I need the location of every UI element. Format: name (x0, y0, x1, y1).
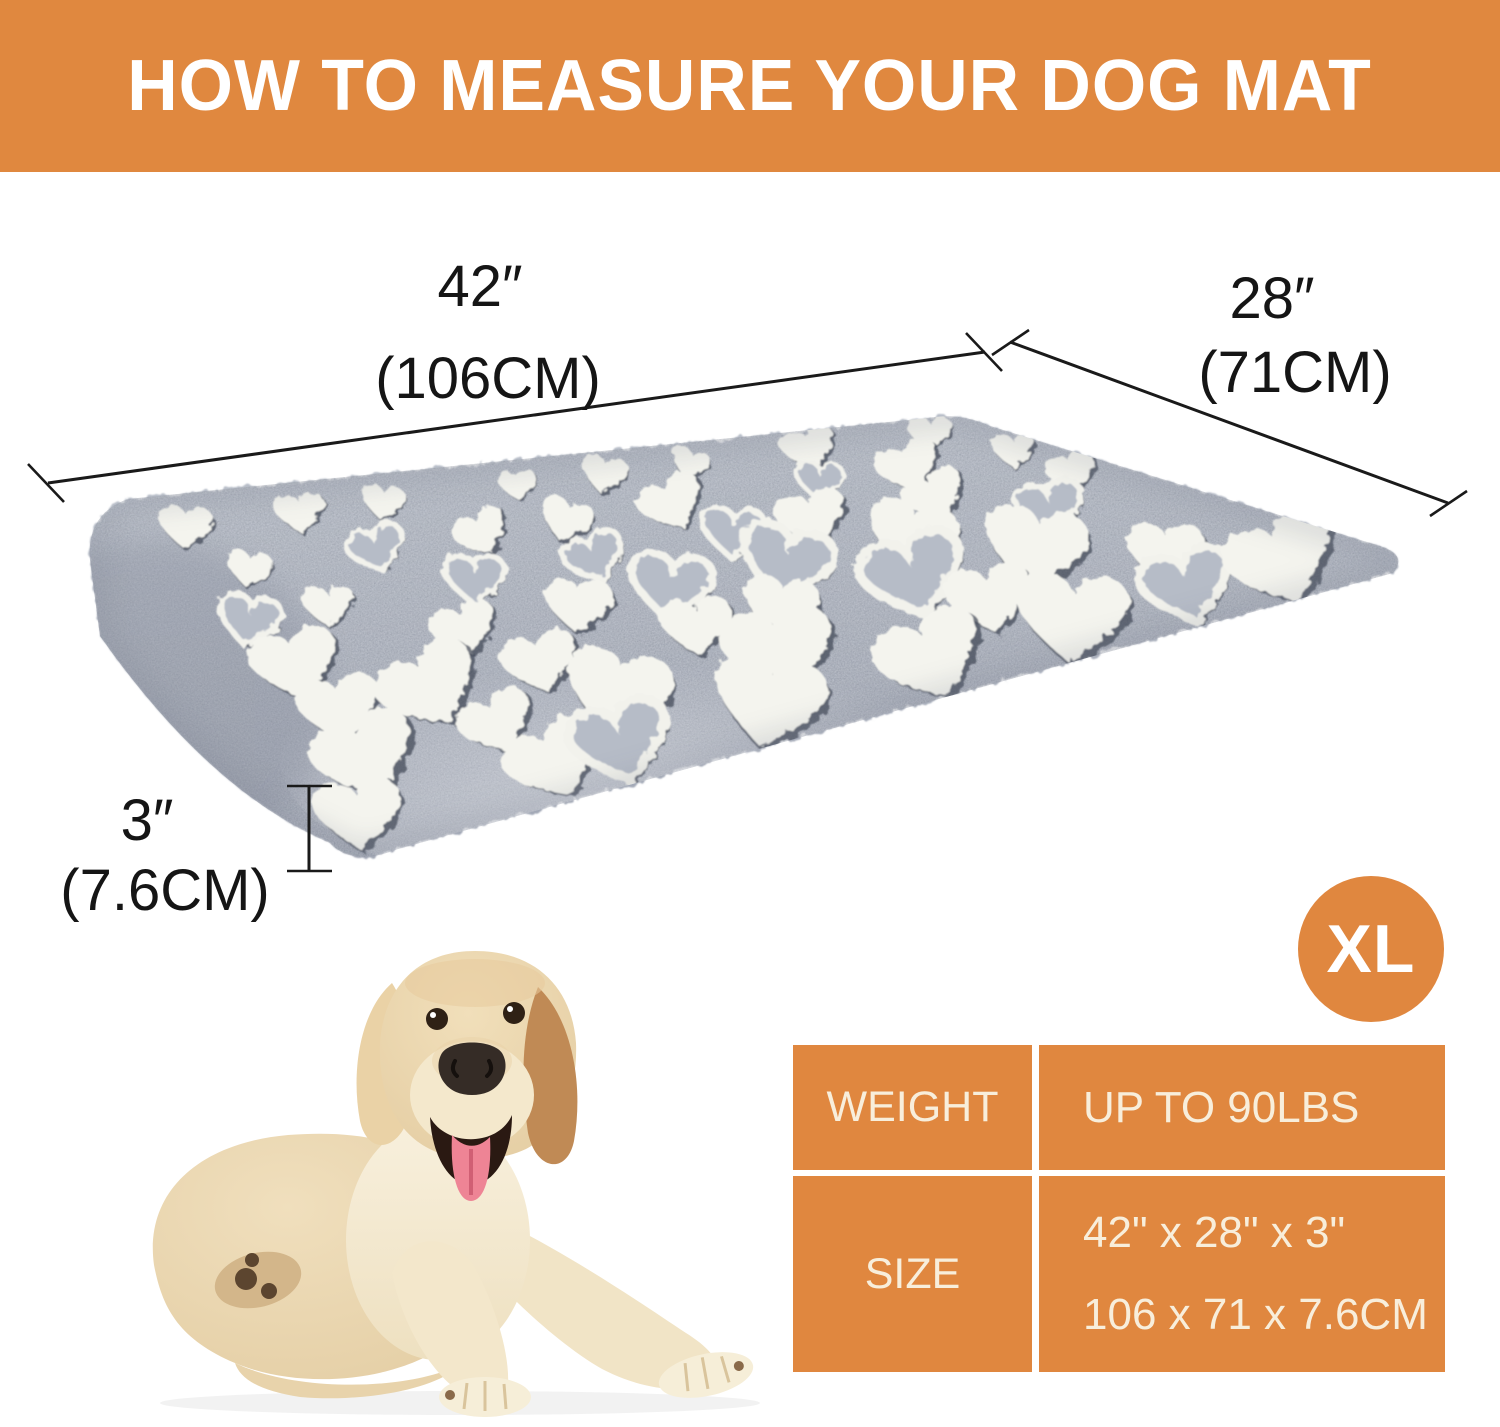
spec-row-size-value: 42" x 28" x 3" 106 x 71 x 7.6CM (1039, 1176, 1445, 1372)
dog-nose (438, 1042, 506, 1095)
length-label-cm: (106CM) (375, 346, 601, 411)
size-badge: XL (1298, 876, 1444, 1022)
heart-pattern (158, 416, 1335, 855)
dog-eye (503, 1002, 525, 1024)
size-value-cm: 106 x 71 x 7.6CM (1083, 1290, 1428, 1339)
width-label-inches: 28″ (1229, 266, 1314, 331)
spec-row-size-label: SIZE (793, 1176, 1032, 1372)
dog-right-ear (523, 987, 578, 1165)
dog-head (356, 951, 578, 1201)
length-measure-line (27, 332, 1003, 503)
width-label-cm: (71CM) (1198, 340, 1391, 405)
width-measure-line (991, 328, 1468, 518)
thickness-measure-line (287, 784, 332, 873)
size-badge-label: XL (1326, 911, 1416, 987)
size-value-inches: 42" x 28" x 3" (1083, 1208, 1346, 1257)
page-title: HOW TO MEASURE YOUR DOG MAT (127, 46, 1373, 126)
dog-rear-paw (214, 1251, 302, 1309)
length-label-inches: 42″ (437, 254, 522, 319)
spec-row-weight-label: WEIGHT (793, 1045, 1032, 1170)
spec-table: WEIGHT UP TO 90LBS SIZE 42" x 28" x 3" 1… (793, 1045, 1445, 1372)
thickness-label-inches: 3″ (121, 788, 174, 853)
dog-illustration (152, 951, 760, 1417)
dog-front-left-paw (439, 1377, 531, 1417)
spec-row-weight-value: UP TO 90LBS (1039, 1045, 1445, 1170)
thickness-label-cm: (7.6CM) (60, 858, 269, 923)
dog-eye (426, 1008, 448, 1030)
header-banner: HOW TO MEASURE YOUR DOG MAT (0, 0, 1500, 172)
dog-front-right-paw (658, 1352, 754, 1398)
